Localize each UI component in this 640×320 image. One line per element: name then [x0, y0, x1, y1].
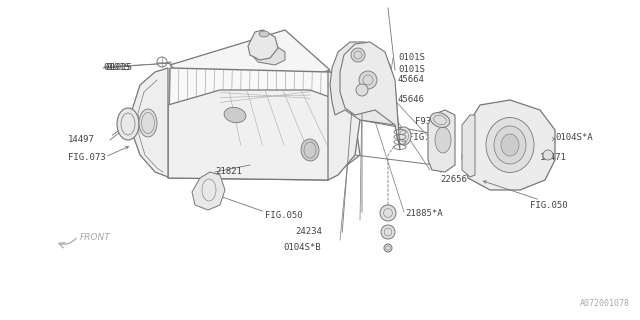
Text: 14471: 14471: [540, 154, 567, 163]
Text: FIG.073: FIG.073: [68, 154, 106, 163]
Ellipse shape: [494, 126, 526, 164]
Text: 0101S: 0101S: [103, 63, 130, 73]
Polygon shape: [168, 68, 330, 180]
Ellipse shape: [501, 134, 519, 156]
Text: FIG.050: FIG.050: [530, 201, 568, 210]
Text: 24234: 24234: [295, 228, 322, 236]
Ellipse shape: [117, 108, 139, 140]
Polygon shape: [462, 115, 475, 177]
Text: 22656: 22656: [440, 175, 467, 185]
Text: 21821: 21821: [215, 167, 242, 177]
Ellipse shape: [430, 113, 450, 127]
Circle shape: [380, 205, 396, 221]
Text: FRONT: FRONT: [80, 234, 111, 243]
Text: 0104S*B: 0104S*B: [283, 243, 321, 252]
Polygon shape: [252, 42, 285, 65]
Circle shape: [381, 225, 395, 239]
Text: 45664: 45664: [398, 76, 425, 84]
Polygon shape: [340, 42, 400, 150]
Ellipse shape: [435, 127, 451, 153]
Ellipse shape: [486, 117, 534, 172]
Circle shape: [543, 150, 553, 160]
Text: FIG.050: FIG.050: [265, 211, 303, 220]
Ellipse shape: [139, 109, 157, 137]
Ellipse shape: [259, 31, 269, 37]
Polygon shape: [132, 68, 168, 177]
Text: 14497: 14497: [68, 135, 95, 145]
Text: 0101S: 0101S: [105, 62, 132, 71]
Polygon shape: [170, 30, 330, 105]
Circle shape: [384, 244, 392, 252]
Text: F93105: F93105: [415, 117, 447, 126]
Polygon shape: [462, 100, 555, 190]
Ellipse shape: [224, 108, 246, 123]
Polygon shape: [328, 72, 360, 180]
Circle shape: [359, 71, 377, 89]
Text: FIG.050: FIG.050: [408, 132, 445, 141]
Polygon shape: [428, 110, 455, 172]
Ellipse shape: [301, 139, 319, 161]
Text: 0101S: 0101S: [398, 53, 425, 62]
Text: 0104S*A: 0104S*A: [555, 133, 593, 142]
Text: 0101S: 0101S: [398, 66, 425, 75]
Polygon shape: [330, 42, 400, 145]
Text: 45646: 45646: [398, 95, 425, 105]
Text: A072001078: A072001078: [580, 299, 630, 308]
Circle shape: [351, 48, 365, 62]
Ellipse shape: [397, 127, 411, 145]
Polygon shape: [192, 172, 225, 210]
Circle shape: [356, 84, 368, 96]
Polygon shape: [168, 90, 360, 180]
Polygon shape: [248, 30, 278, 60]
Text: 21885*A: 21885*A: [405, 210, 443, 219]
